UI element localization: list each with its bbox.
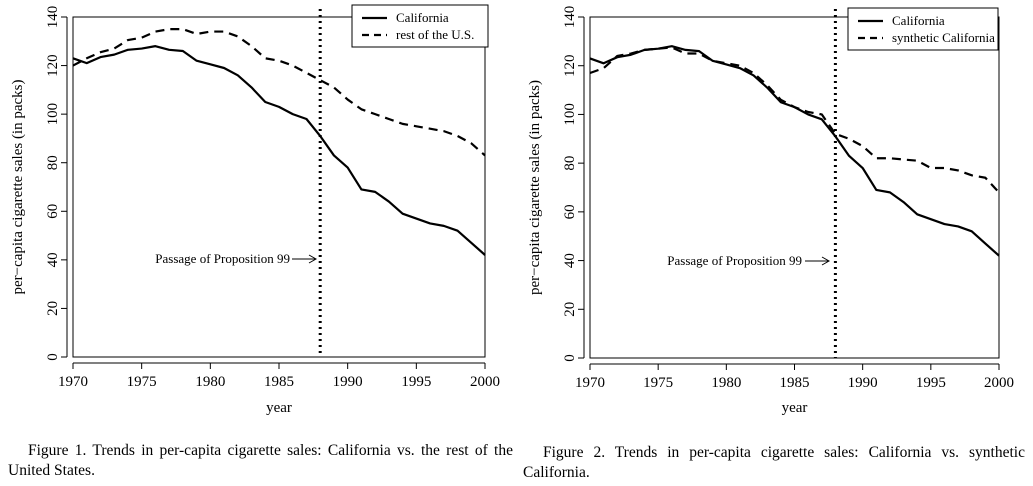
y-tick-label: 120 xyxy=(45,54,61,77)
y-tick-label: 140 xyxy=(45,6,61,29)
y-tick-label: 0 xyxy=(45,353,61,361)
chart-2: 1970 1975 1980 1985 1990 1995 2000 0 20 40 60 80 100… xyxy=(527,6,1014,416)
y-axis-label: per−capita cigarette sales (in packs) xyxy=(10,79,26,294)
series-line-california xyxy=(589,45,1000,257)
series-line-california xyxy=(72,45,486,256)
y-tick-label: 40 xyxy=(45,252,61,267)
legend-label: California xyxy=(892,13,945,28)
figure-1: 1970 1975 1980 1985 1990 1995 2000 0 20 40 60 80 100… xyxy=(0,0,513,486)
plot-frame xyxy=(72,16,486,358)
y-tick-label: 100 xyxy=(562,103,578,126)
x-tick-label: 2000 xyxy=(470,374,500,390)
chart-1: 1970 1975 1980 1985 1990 1995 2000 0 20 40 60 80 100… xyxy=(10,4,500,416)
legend-label: rest of the U.S. xyxy=(396,27,474,42)
y-tick-label: 0 xyxy=(562,354,578,362)
x-tick-label: 1985 xyxy=(780,375,810,391)
x-tick-label: 1970 xyxy=(58,374,88,390)
annotation-arrow-head xyxy=(308,254,318,264)
x-tick-label: 1995 xyxy=(401,374,431,390)
annotation-label: Passage of Proposition 99 xyxy=(155,251,290,266)
y-tick-label: 20 xyxy=(562,302,578,317)
x-tick-label: 1995 xyxy=(916,375,946,391)
legend-label: synthetic California xyxy=(892,30,995,45)
legend-box xyxy=(847,7,999,51)
annotation-arrow-head xyxy=(821,256,831,266)
y-tick-label: 20 xyxy=(45,301,61,316)
x-tick-label: 1990 xyxy=(848,375,878,391)
figure-2-caption: Figure 2. Trends in per-capita cigarette… xyxy=(523,444,1025,481)
y-tick-label: 80 xyxy=(562,156,578,171)
x-tick-label: 1980 xyxy=(711,375,741,391)
x-axis-label: year xyxy=(266,400,292,416)
x-tick-label: 1975 xyxy=(643,375,673,391)
annotation-label: Passage of Proposition 99 xyxy=(667,253,802,268)
series-line-synthetic-california xyxy=(589,46,1000,194)
x-tick-label: 1980 xyxy=(195,374,225,390)
legend-label: California xyxy=(396,10,449,25)
x-tick-label: 1985 xyxy=(264,374,294,390)
x-tick-label: 2000 xyxy=(984,375,1014,391)
legend-box xyxy=(351,4,489,48)
x-tick-label: 1990 xyxy=(333,374,363,390)
figure-1-caption: Figure 1. Trends in per-capita cigarette… xyxy=(8,442,513,479)
y-tick-label: 100 xyxy=(45,103,61,126)
y-tick-label: 60 xyxy=(562,204,578,219)
x-tick-label: 1975 xyxy=(127,374,157,390)
y-axis-label: per−capita cigarette sales (in packs) xyxy=(527,80,543,295)
x-tick-label: 1970 xyxy=(575,375,605,391)
y-tick-label: 60 xyxy=(45,204,61,219)
plot-frame xyxy=(589,16,1000,359)
x-axis-label: year xyxy=(782,400,808,416)
y-tick-label: 140 xyxy=(562,6,578,29)
y-tick-label: 120 xyxy=(562,54,578,77)
y-tick-label: 40 xyxy=(562,253,578,268)
y-tick-label: 80 xyxy=(45,155,61,170)
figure-2: 1970 1975 1980 1985 1990 1995 2000 0 20 40 60 80 100… xyxy=(515,0,1033,486)
series-line-rest-of-us xyxy=(72,28,486,157)
